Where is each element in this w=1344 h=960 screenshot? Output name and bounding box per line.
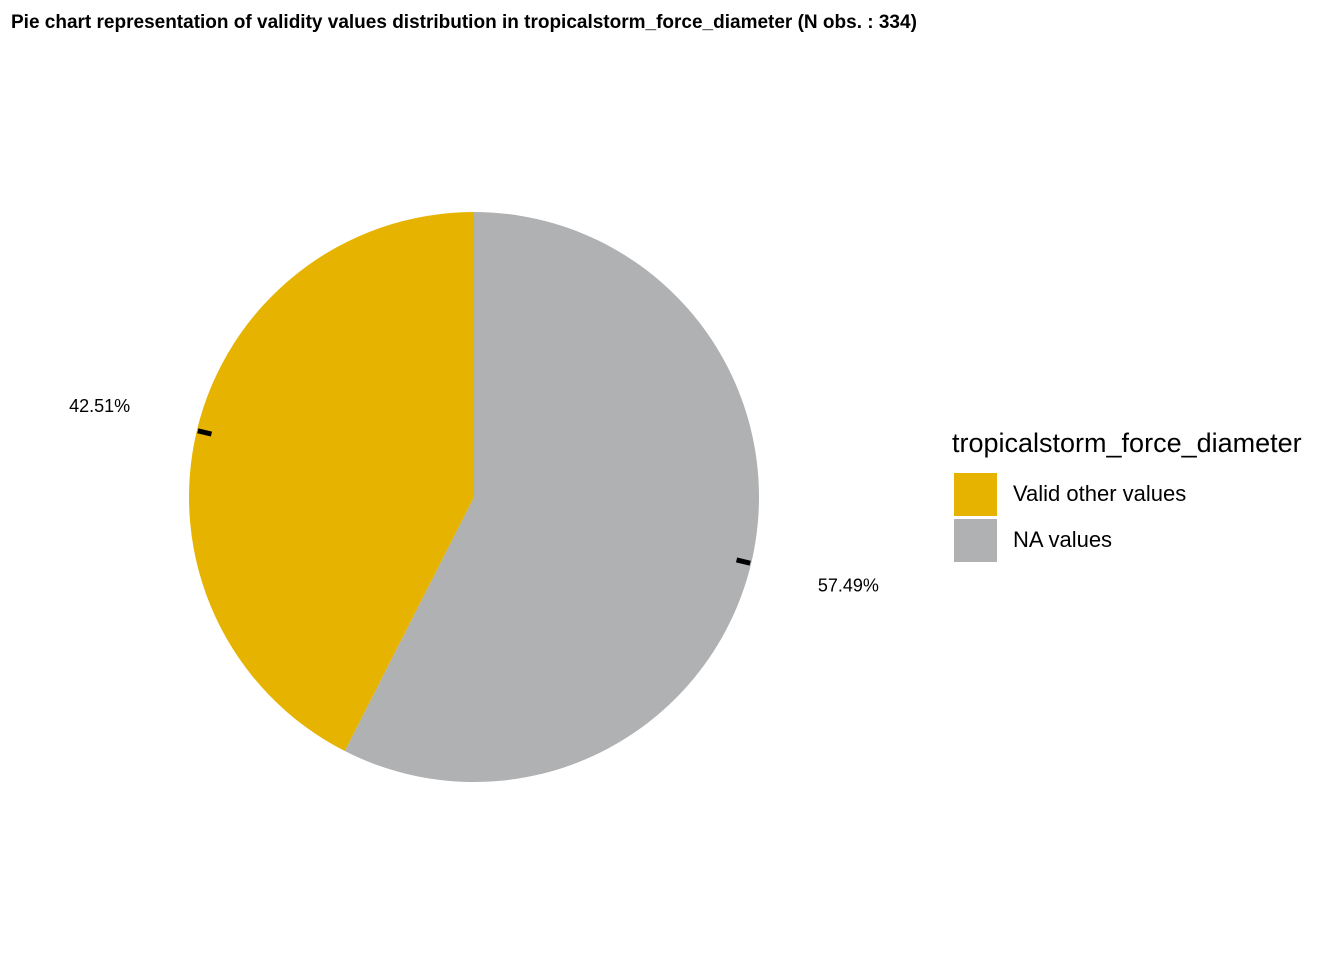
- legend: tropicalstorm_force_diameter Valid other…: [952, 428, 1302, 563]
- legend-item-na-values: NA values: [952, 517, 1302, 563]
- slice-label-valid-other-values: 42.51%: [69, 396, 130, 416]
- legend-item-valid-other-values: Valid other values: [952, 471, 1302, 517]
- legend-swatch-valid-other-values: [954, 472, 997, 516]
- pie-slice-valid-other-values: [188, 212, 474, 752]
- legend-swatch-na-values: [954, 518, 997, 562]
- slice-tick-valid-other-values: [197, 428, 213, 437]
- legend-label-na-values: NA values: [1013, 527, 1113, 552]
- slice-tick-na-values: [735, 557, 751, 566]
- pie-slice-na-values: [344, 212, 759, 783]
- legend-title: tropicalstorm_force_diameter: [952, 428, 1302, 458]
- legend-label-valid-other-values: Valid other values: [1013, 481, 1187, 506]
- chart-title: Pie chart representation of validity val…: [11, 12, 917, 33]
- slice-label-na-values: 57.49%: [818, 576, 879, 596]
